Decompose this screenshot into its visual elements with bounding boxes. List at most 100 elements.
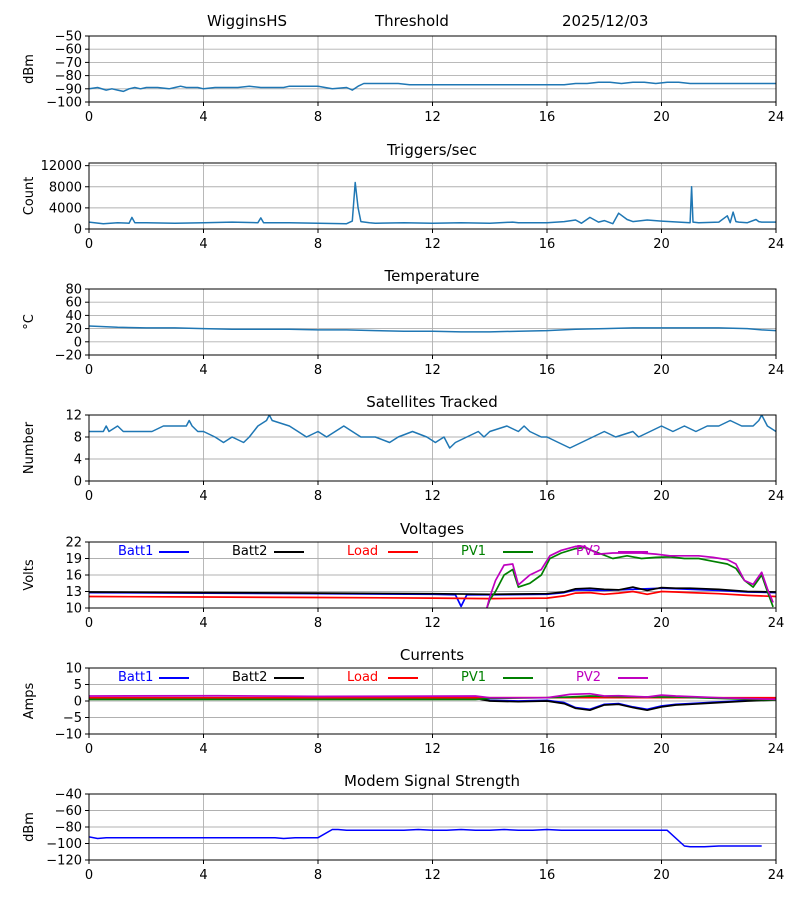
plot-frame [88,793,777,861]
series-line-triggers [89,181,776,225]
plot-frame [88,162,777,230]
series-line-threshold [89,81,776,93]
x-tick-label: 4 [199,868,207,883]
x-tick-label: 24 [768,742,785,757]
y-tick-label: −100 [46,96,82,111]
y-axis-label: °C [22,314,37,330]
x-tick-label: 24 [768,110,785,125]
legend-label-pv2: PV2 [576,670,601,685]
x-tick-label: 0 [85,742,93,757]
panel-title: Currents [400,646,464,664]
y-tick-label: −90 [55,82,82,97]
x-tick-label: 16 [539,363,556,378]
y-tick-label: 60 [65,296,82,311]
plot-frame [88,288,777,356]
x-tick-label: 12 [424,489,441,504]
y-axis-label: Count [22,177,37,216]
x-tick-label: 8 [314,363,322,378]
y-tick-label: 5 [74,678,82,693]
plot-frame [88,667,777,735]
panel-title: Satellites Tracked [366,393,497,411]
y-tick-label: 22 [65,536,82,551]
panel-title: Modem Signal Strength [344,772,520,790]
y-axis-label: Number [22,421,37,474]
legend-label-pv1: PV1 [461,544,486,559]
series-line-batt2 [89,586,776,596]
x-tick-label: 4 [199,489,207,504]
legend-label-pv1: PV1 [461,670,486,685]
y-tick-label: 8 [74,431,82,446]
series-line-pv1 [486,546,774,608]
y-tick-label: −70 [55,56,82,71]
y-axis-label: dBm [22,812,37,842]
x-tick-label: 8 [314,489,322,504]
y-tick-label: −80 [55,821,82,836]
x-tick-label: 8 [314,742,322,757]
series-line-pv2 [89,692,776,701]
x-tick-label: 4 [199,363,207,378]
y-tick-label: −40 [55,788,82,803]
legend-label-load: Load [347,544,378,559]
series-line-modem [89,828,762,848]
y-tick-label: 0 [74,223,82,238]
legend-label-load: Load [347,670,378,685]
x-tick-label: 8 [314,868,322,883]
y-tick-label: 0 [74,695,82,710]
y-tick-label: −100 [46,837,82,852]
y-tick-label: 40 [65,309,82,324]
y-tick-label: 4 [74,453,82,468]
header-date: 2025/12/03 [562,12,648,30]
x-tick-label: 12 [424,237,441,252]
legend-label-batt1: Batt1 [118,670,153,685]
y-axis-label: Volts [22,559,37,591]
x-tick-label: 4 [199,616,207,631]
y-axis-label: dBm [22,54,37,84]
x-tick-label: 0 [85,868,93,883]
panel-title: Temperature [383,267,479,285]
x-tick-label: 16 [539,742,556,757]
x-tick-label: 20 [653,110,670,125]
series-line-load [89,590,776,600]
plot-frame [88,35,777,103]
x-tick-label: 8 [314,110,322,125]
y-tick-label: −5 [63,711,82,726]
y-tick-label: 12 [65,409,82,424]
panel-voltages: Voltages Volts 0 4 8 12 16 20 241013161922Batt… [22,520,784,631]
y-tick-label: 13 [65,585,82,600]
x-tick-label: 12 [424,363,441,378]
y-tick-label: −60 [55,43,82,58]
x-tick-label: 20 [653,489,670,504]
y-tick-label: 20 [65,322,82,337]
x-tick-label: 8 [314,616,322,631]
x-tick-label: 16 [539,110,556,125]
y-tick-label: 16 [65,569,82,584]
x-tick-label: 24 [768,363,785,378]
x-tick-label: 12 [424,616,441,631]
panel-triggers: Triggers/sec Count 0 4 8 12 16 20 24 0 4000 8000 1… [22,141,784,252]
y-tick-label: −20 [55,349,82,364]
y-tick-label: 10 [65,662,82,677]
x-tick-label: 16 [539,616,556,631]
x-tick-label: 20 [653,363,670,378]
x-tick-label: 20 [653,616,670,631]
x-tick-label: 0 [85,616,93,631]
y-tick-label: −60 [55,804,82,819]
panel-threshold: dBm 0 4 8 12 16 20 24 −50−60−70−80−90−100 [22,30,784,126]
header-label: Threshold [374,12,449,30]
y-tick-label: −50 [55,30,82,45]
series-line-temperature [89,325,776,333]
x-tick-label: 0 [85,110,93,125]
legend-label-pv2: PV2 [576,544,601,559]
x-tick-label: 24 [768,489,785,504]
legend-label-batt1: Batt1 [118,544,153,559]
y-tick-label: 12000 [41,159,82,174]
header-station: WigginsHS [207,12,287,30]
panel-modem: Modem Signal Strength dBm 0 4 8 12 16 20 24 −40… [22,772,784,883]
x-tick-label: 0 [85,489,93,504]
panel-title: Voltages [400,520,464,538]
panel-title: Triggers/sec [386,141,477,159]
x-tick-label: 16 [539,489,556,504]
x-tick-label: 4 [199,742,207,757]
